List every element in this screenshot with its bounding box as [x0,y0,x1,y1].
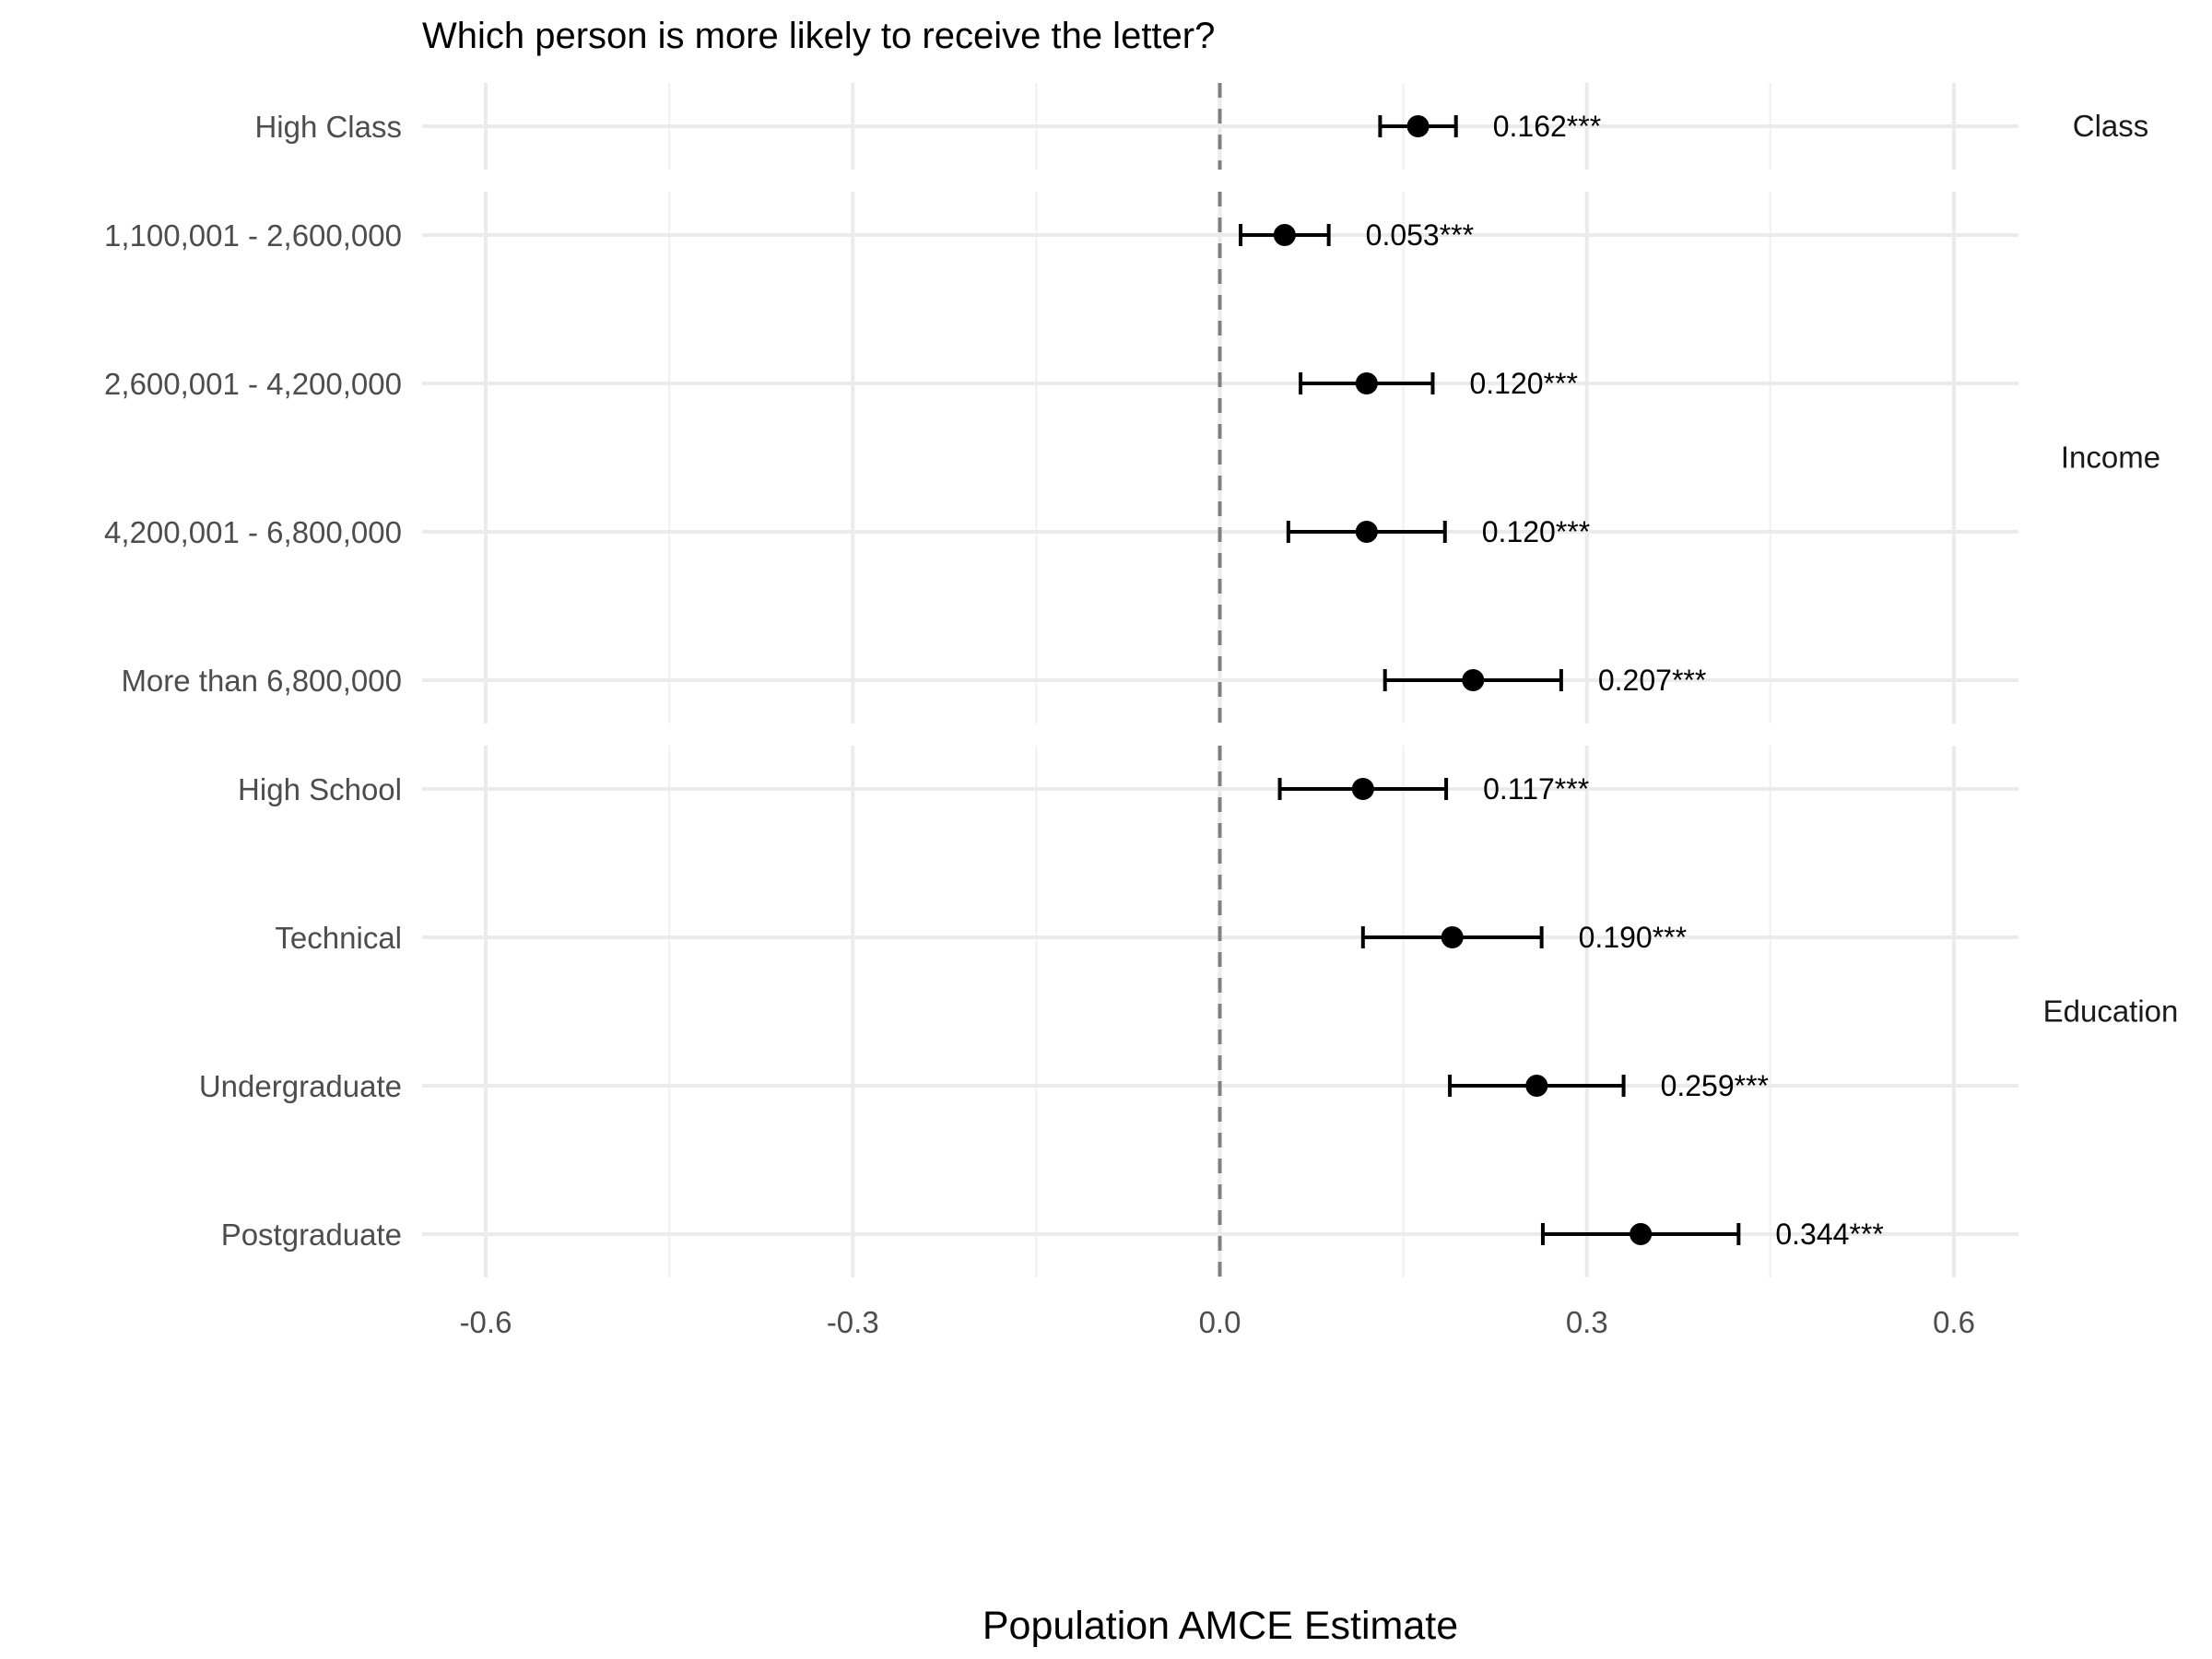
estimate-point [1355,372,1378,394]
data-label: 0.117*** [1483,772,1589,806]
x-tick-label: 0.0 [1199,1305,1241,1339]
estimate-point [1355,521,1378,543]
y-tick-label: 4,200,001 - 6,800,000 [104,515,402,549]
x-axis: -0.6 -0.3 0.0 0.3 0.6 [460,1305,1975,1339]
panel-education: High School 0.117*** Technical 0.190*** Unde… [199,746,2179,1277]
x-tick-label: -0.3 [827,1305,879,1339]
estimate-point [1462,669,1485,691]
x-axis-label: Population AMCE Estimate [982,1604,1458,1648]
y-tick-label: Undergraduate [199,1069,402,1103]
estimate-point [1441,926,1464,948]
facet-label-class: Class [2073,109,2149,143]
estimate-point [1406,115,1430,137]
panel-class: High Class 0.162*** Class [254,83,2148,170]
y-tick-label: High Class [254,110,402,144]
y-tick-label: Postgraduate [221,1218,402,1252]
estimate-point [1630,1223,1653,1245]
estimate-point [1525,1075,1548,1097]
y-tick-label: Technical [275,921,402,955]
y-tick-label: 2,600,001 - 4,200,000 [104,367,402,401]
estimate-point [1273,224,1296,246]
data-label: 0.207*** [1598,664,1706,697]
data-label: 0.120*** [1482,515,1590,548]
y-tick-label: 1,100,001 - 2,600,000 [104,218,402,253]
facet-label-income: Income [2061,441,2160,475]
data-label: 0.120*** [1469,367,1577,400]
y-tick-label: More than 6,800,000 [121,664,402,698]
data-label: 0.190*** [1579,921,1687,954]
data-label: 0.344*** [1775,1218,1883,1251]
x-tick-label: 0.3 [1566,1305,1608,1339]
facet-label-education: Education [2043,994,2179,1029]
panels-layer: High Class 0.162*** Class 1,100,001 - 2,600… [104,83,2178,1277]
chart-title: Which person is more likely to receive t… [422,16,1215,56]
x-tick-label: -0.6 [460,1305,512,1339]
y-tick-label: High School [238,772,402,806]
data-label: 0.053*** [1366,218,1474,252]
data-label: 0.162*** [1493,110,1601,143]
data-label: 0.259*** [1661,1069,1769,1102]
x-tick-label: 0.6 [1933,1305,1975,1339]
estimate-point [1351,778,1374,800]
panel-income: 1,100,001 - 2,600,000 0.053*** 2,600,001 -… [104,192,2160,724]
